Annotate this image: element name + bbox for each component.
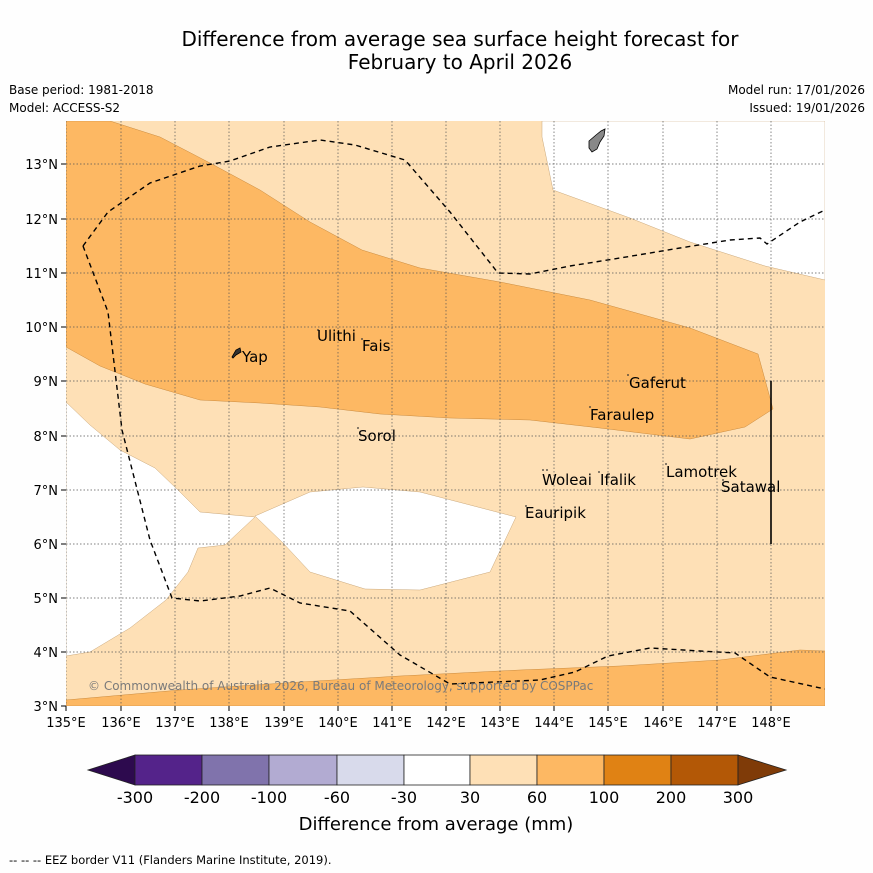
place-ulithi: Ulithi <box>317 327 356 345</box>
y-tick-label: 13°N <box>25 158 58 173</box>
y-tick-labels: 3°N 4°N 5°N 6°N 7°N 8°N 9°N 10°N 11°N 12… <box>25 158 58 715</box>
model-name: Model: ACCESS-S2 <box>9 101 121 115</box>
eez-border-line <box>82 245 825 690</box>
y-tick-label: 9°N <box>34 375 59 390</box>
y-tick-label: 10°N <box>25 321 58 336</box>
title-line-2: February to April 2026 <box>347 50 573 74</box>
colorbar-swatch <box>134 754 203 786</box>
meta-right: Model run: 17/01/2026 Issued: 19/01/2026 <box>728 81 865 117</box>
y-tick-label: 4°N <box>34 646 59 661</box>
colorbar-swatch <box>670 754 739 786</box>
place-eauripik: Eauripik <box>525 504 586 522</box>
axis-ticks <box>61 163 772 711</box>
place-ifalik: Ifalik <box>600 471 636 489</box>
base-period: Base period: 1981-2018 <box>9 83 154 97</box>
y-tick-label: 12°N <box>25 213 58 228</box>
x-tick-label: 141°E <box>372 716 412 731</box>
map-title: Difference from average sea surface heig… <box>90 28 830 74</box>
colorbar-tick-label: -300 <box>117 788 153 807</box>
x-tick-label: 148°E <box>751 716 791 731</box>
x-tick-label: 139°E <box>264 716 304 731</box>
colorbar-swatch <box>603 754 672 786</box>
colorbar-tick-label: 30 <box>460 788 480 807</box>
colorbar-swatch <box>201 754 270 786</box>
place-satawal: Satawal <box>721 478 780 496</box>
place-fais: Fais <box>362 337 391 355</box>
x-tick-label: 140°E <box>318 716 358 731</box>
y-tick-label: 8°N <box>34 430 59 445</box>
colorbar-tick-label: 300 <box>723 788 754 807</box>
issued-date: Issued: 19/01/2026 <box>749 101 865 115</box>
x-tick-label: 144°E <box>534 716 574 731</box>
x-tick-label: 146°E <box>643 716 683 731</box>
y-tick-label: 6°N <box>34 538 59 553</box>
gridlines <box>66 121 825 706</box>
yap-island <box>231 347 242 359</box>
x-tick-label: 136°E <box>101 716 141 731</box>
x-tick-label: 143°E <box>480 716 520 731</box>
neutral-region-central <box>254 486 517 591</box>
y-tick-label: 3°N <box>34 700 59 715</box>
colorbar-tick-label: 200 <box>656 788 687 807</box>
map-area: Yap Ulithi Fais Gaferut Faraulep Sorol W… <box>66 121 825 706</box>
colorbar-tick-label: -60 <box>324 788 350 807</box>
x-tick-label: 147°E <box>697 716 737 731</box>
title-line-1: Difference from average sea surface heig… <box>181 27 739 51</box>
colorbar-swatch <box>469 754 538 786</box>
y-tick-label: 7°N <box>34 484 59 499</box>
x-tick-label: 138°E <box>209 716 249 731</box>
x-tick-label: 137°E <box>155 716 195 731</box>
guam-island <box>588 128 606 153</box>
colorbar-tick-label: 100 <box>589 788 620 807</box>
band-60-100-main <box>66 121 774 440</box>
place-lamotrek: Lamotrek <box>666 463 737 481</box>
y-tick-label: 5°N <box>34 592 59 607</box>
colorbar-tick-label: -100 <box>251 788 287 807</box>
colorbar-swatch <box>536 754 605 786</box>
place-labels: Yap Ulithi Fais Gaferut Faraulep Sorol W… <box>241 327 780 522</box>
y-tick-label: 11°N <box>25 267 58 282</box>
colorbar-swatch <box>403 754 471 786</box>
x-tick-label: 142°E <box>426 716 466 731</box>
colorbar-tick-label: -30 <box>391 788 417 807</box>
colorbar-tick-label: -200 <box>184 788 220 807</box>
colorbar-extend-low <box>86 754 136 786</box>
colorbar-tick-label: 60 <box>527 788 547 807</box>
neutral-region-north <box>541 121 825 281</box>
neutral-region-west <box>66 401 256 657</box>
atoll-markers <box>317 329 724 507</box>
colorbar-label: Difference from average (mm) <box>299 814 574 835</box>
place-sorol: Sorol <box>358 427 396 445</box>
colorbar-tick-labels: -300 -200 -100 -60 -30 30 60 100 200 300 <box>117 788 753 807</box>
eez-legend-footnote: -- -- -- EEZ border V11 (Flanders Marine… <box>9 853 332 867</box>
x-tick-label: 145°E <box>588 716 628 731</box>
colorbar-swatch <box>336 754 405 786</box>
meta-left: Base period: 1981-2018 Model: ACCESS-S2 <box>9 81 154 117</box>
colorbar <box>86 754 788 786</box>
x-tick-labels: 135°E 136°E 137°E 138°E 139°E 140°E 141°… <box>46 716 791 731</box>
place-yap: Yap <box>241 348 268 366</box>
place-woleai: Woleai <box>542 471 592 489</box>
band-60-100-south <box>66 649 825 706</box>
x-tick-label: 135°E <box>46 716 86 731</box>
place-faraulep: Faraulep <box>590 406 654 424</box>
place-gaferut: Gaferut <box>629 374 686 392</box>
colorbar-swatch <box>268 754 338 786</box>
model-run: Model run: 17/01/2026 <box>727 83 865 97</box>
colorbar-extend-high <box>737 754 788 786</box>
copyright-notice: © Commonwealth of Australia 2026, Bureau… <box>88 679 593 693</box>
